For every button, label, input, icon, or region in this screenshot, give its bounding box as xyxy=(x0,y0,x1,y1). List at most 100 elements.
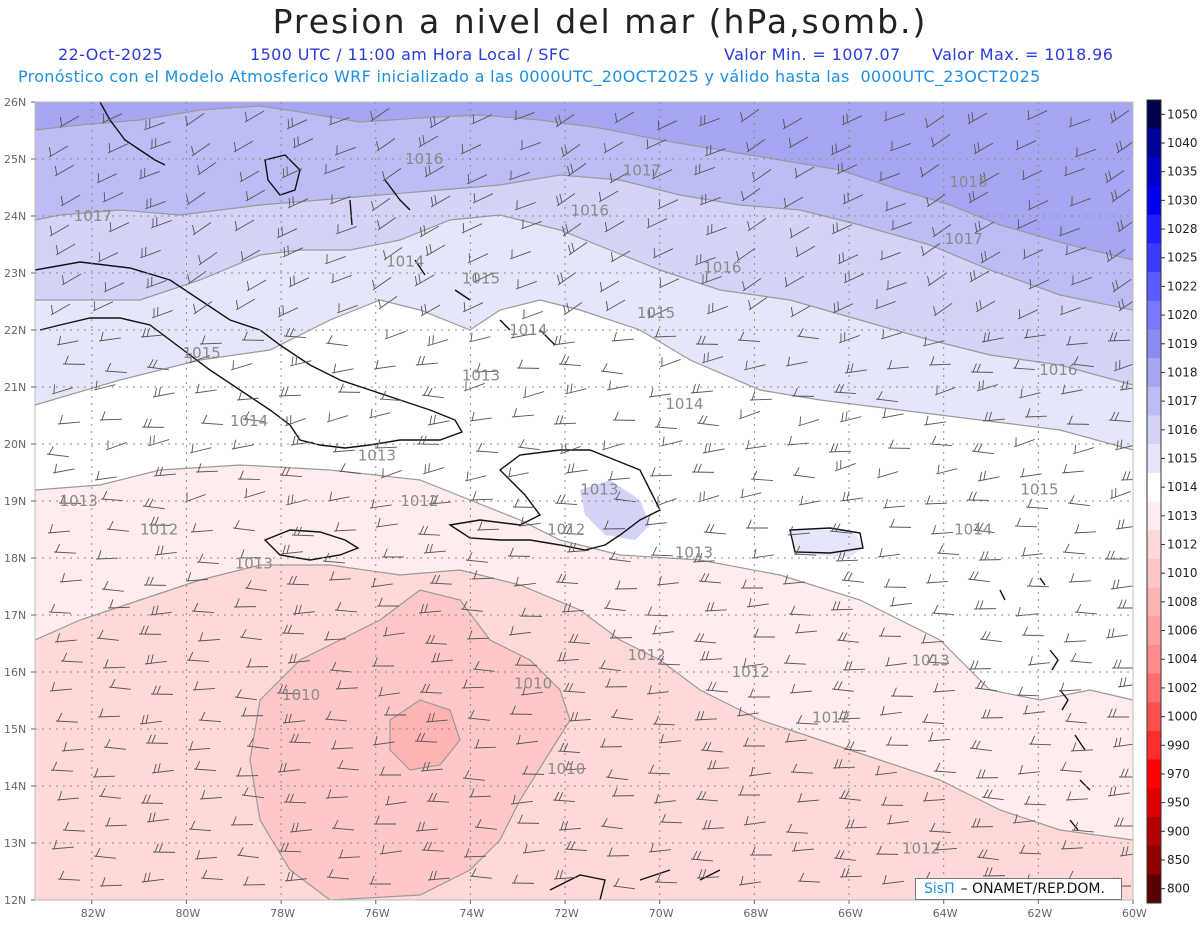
barb-flag xyxy=(598,192,602,202)
barb-flag xyxy=(972,191,975,201)
wind-barb xyxy=(518,516,541,527)
wind-barb xyxy=(286,117,308,130)
lon-label: 72W xyxy=(554,907,579,920)
wind-barb xyxy=(739,488,762,499)
wind-barb xyxy=(369,498,392,509)
barb-flag xyxy=(967,114,971,124)
barb-shaft xyxy=(967,578,990,583)
wind-barb xyxy=(231,439,254,450)
barb-shaft xyxy=(428,501,451,505)
barb-flag xyxy=(654,715,659,725)
barb-flag xyxy=(1060,682,1065,692)
barb-flag xyxy=(982,849,988,858)
wind-barb xyxy=(282,245,304,258)
wind-barb xyxy=(143,576,167,586)
wind-barb xyxy=(283,793,307,804)
barb-shaft xyxy=(607,477,630,481)
barb-shaft xyxy=(565,469,588,474)
barb-flag xyxy=(424,603,428,613)
wind-barb xyxy=(920,164,940,178)
barb-flag xyxy=(930,356,935,366)
wind-barb xyxy=(785,823,808,834)
wind-barb xyxy=(200,869,223,880)
wind-barb xyxy=(1106,249,1126,263)
barb-flag xyxy=(743,657,747,667)
barb-flag xyxy=(417,356,421,365)
barb-flag xyxy=(559,742,565,752)
barb-flag xyxy=(705,650,710,660)
barb-flag xyxy=(103,192,106,202)
barb-shaft xyxy=(562,690,585,693)
barb-shaft xyxy=(657,663,681,666)
colorbar-label: 1000 xyxy=(1167,710,1198,724)
wind-barb xyxy=(430,652,453,663)
wind-barb xyxy=(647,764,671,775)
barb-flag xyxy=(975,740,981,749)
wind-barb xyxy=(795,245,816,258)
barb-shaft xyxy=(56,797,79,801)
barb-shaft xyxy=(1110,585,1133,590)
barb-flag xyxy=(52,761,58,771)
barb-shaft xyxy=(644,522,667,526)
wind-barb xyxy=(1117,219,1133,233)
wind-barb xyxy=(644,515,667,526)
wind-barb xyxy=(1070,275,1092,286)
wind-barb xyxy=(288,275,310,288)
barb-flag xyxy=(101,411,106,421)
barb-flag xyxy=(608,847,613,857)
wind-barb xyxy=(52,463,75,474)
barb-flag xyxy=(58,791,62,800)
barb-flag xyxy=(158,843,163,853)
barb-shaft xyxy=(193,768,216,771)
barb-flag xyxy=(375,359,379,369)
barb-flag xyxy=(1113,110,1117,120)
barb-shaft xyxy=(831,224,853,235)
barb-flag xyxy=(190,820,196,830)
wind-barb xyxy=(653,793,676,804)
barb-flag xyxy=(144,498,150,507)
wind-barb xyxy=(103,282,125,293)
wind-barb xyxy=(146,359,169,371)
barb-shaft xyxy=(1058,228,1080,237)
barb-flag xyxy=(1020,388,1023,398)
barb-flag xyxy=(1123,677,1127,687)
barb-shaft xyxy=(337,856,360,859)
map-title: Presion a nivel del mar (hPa,somb.) xyxy=(272,2,928,41)
wind-barb xyxy=(741,579,763,589)
isobar-label: 1016 xyxy=(1039,361,1077,379)
barb-shaft xyxy=(1118,300,1133,312)
barb-shaft xyxy=(55,243,76,256)
barb-shaft xyxy=(331,368,354,374)
wind-barb xyxy=(1071,821,1094,833)
barb-flag xyxy=(1021,467,1025,477)
barb-flag xyxy=(99,708,104,718)
wind-barb xyxy=(1023,328,1046,339)
barb-flag xyxy=(702,741,708,751)
wind-barb xyxy=(1060,384,1083,395)
barb-flag xyxy=(339,383,344,393)
barb-flag xyxy=(751,391,756,401)
wind-barb xyxy=(1118,298,1133,312)
barb-flag xyxy=(835,523,841,532)
wind-barb xyxy=(475,442,498,453)
wind-barb xyxy=(241,331,265,341)
barb-shaft xyxy=(372,741,395,746)
wind-barb xyxy=(515,734,538,745)
wind-barb xyxy=(380,468,402,479)
wind-barb xyxy=(384,706,406,716)
barb-flag xyxy=(837,681,843,690)
barb-flag xyxy=(699,492,702,502)
barb-shaft xyxy=(1014,525,1038,528)
wind-barb xyxy=(461,679,485,689)
wind-barb xyxy=(370,577,393,588)
barb-shaft xyxy=(884,203,906,212)
wind-barb xyxy=(1065,336,1088,346)
barb-flag xyxy=(572,542,577,552)
barb-shaft xyxy=(469,417,492,422)
wind-barb xyxy=(94,470,117,481)
barb-shaft xyxy=(793,553,816,556)
wind-barb xyxy=(1109,487,1131,500)
wind-barb xyxy=(1107,786,1130,797)
barb-flag xyxy=(750,766,754,776)
barb-flag xyxy=(142,794,147,804)
